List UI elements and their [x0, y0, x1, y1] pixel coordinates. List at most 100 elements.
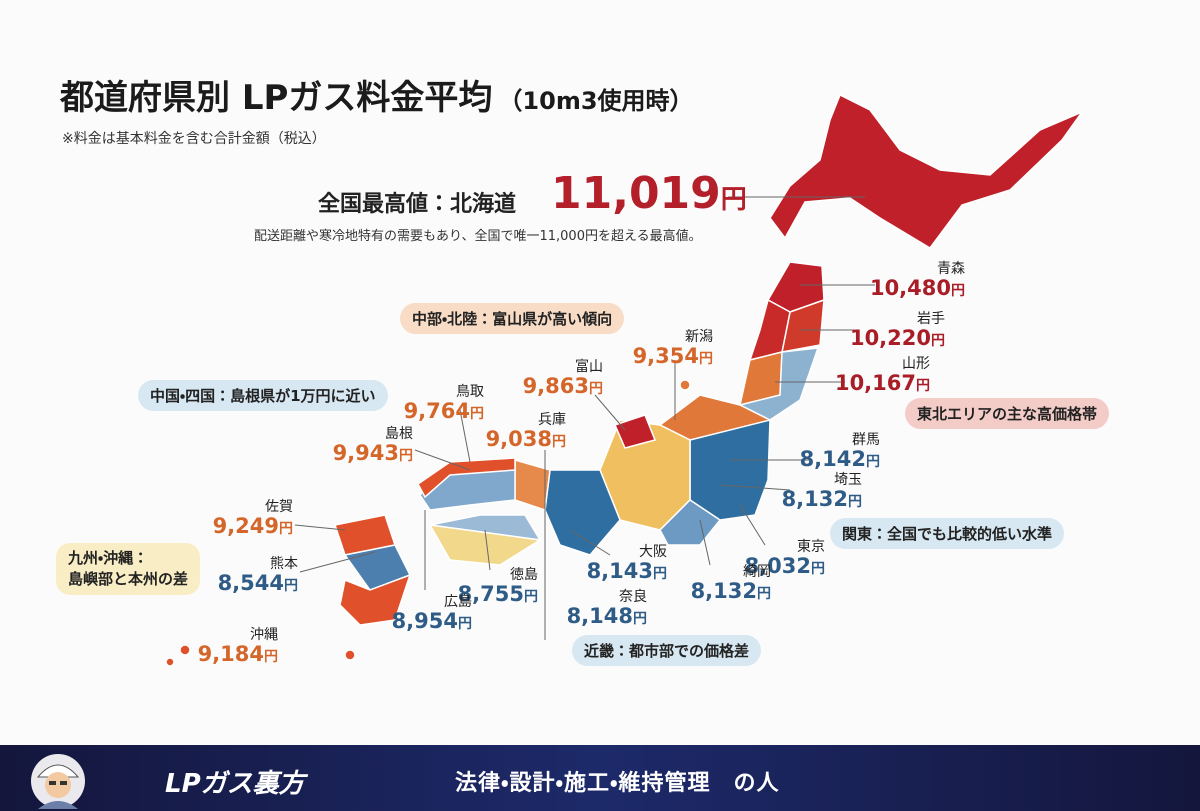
callout: 中国・四国：島根県が1万円に近い [138, 380, 388, 411]
callout: 関東：全国でも比較的低い水準 [830, 518, 1065, 549]
prefecture-label: 大阪 8,143円 [587, 545, 667, 582]
callout: 東北エリアの主な高価格帯 [905, 398, 1110, 429]
leader-line [414, 449, 471, 471]
leader-line [459, 409, 471, 463]
prefecture-name: 広島 [444, 594, 472, 610]
price-unit: 円 [848, 493, 862, 510]
prefecture-label: 徳島 8,755円 [458, 568, 538, 605]
prefecture-price: 8,143 [586, 558, 653, 583]
price-unit: 円 [399, 447, 413, 464]
highlight-note: 配送距離や寒冷地特有の需要もあり、全国で唯一11,000円を超える最高値。 [254, 229, 702, 244]
prefecture-name: 富山 [575, 359, 603, 375]
prefecture-price: 9,184 [197, 641, 264, 666]
price-unit: 円 [931, 332, 945, 349]
footer: LPガス裏方 法律・設計・施工・維持管理 の人 [0, 745, 1200, 811]
callout-line: 九州・沖縄： [68, 549, 149, 567]
leader-line [739, 504, 766, 546]
tagline: 法律・設計・施工・維持管理 の人 [455, 771, 780, 796]
prefecture-price: 8,954 [391, 608, 458, 633]
leader-line [484, 529, 491, 571]
price-unit: 円 [279, 520, 293, 537]
prefecture-price: 9,354 [632, 343, 699, 368]
prefecture-price: 9,764 [403, 398, 470, 423]
prefecture-label: 沖縄 9,184円 [198, 628, 278, 665]
prefecture-price: 10,167 [834, 370, 916, 395]
price: 11,019 [551, 168, 721, 219]
prefecture-label: 綺岡 8,132円 [691, 565, 771, 602]
subtitle: ※料金は基本料金を含む合計金額（税込） [62, 131, 326, 147]
prefecture-label: 広島 8,954円 [392, 595, 472, 632]
prefecture-price: 8,142 [799, 446, 866, 471]
title-note: （10m3使用時） [498, 87, 694, 115]
prefecture-label: 奈良 8,148円 [567, 590, 647, 627]
prefecture-label: 埼玉 8,132円 [782, 473, 862, 510]
prefecture-name: 群馬 [852, 432, 880, 448]
price-unit: 円 [470, 405, 484, 422]
leader-line [294, 524, 346, 531]
leader-line [719, 484, 791, 491]
prefecture-name: 岩手 [917, 311, 945, 327]
leader-line [699, 519, 711, 566]
price-unit: 円 [916, 377, 930, 394]
title: 都道府県別 LPガス料金平均 （10m3使用時） [60, 70, 694, 119]
prefecture-name: 埼玉 [834, 472, 862, 488]
leader-line [569, 529, 611, 556]
leader-lines [294, 196, 875, 640]
prefecture-label: 熊本 8,544円 [218, 557, 298, 594]
price-unit: 円 [589, 380, 603, 397]
prefecture-label: 岩手 10,220円 [850, 312, 945, 349]
prefecture-name: 鳥取 [456, 384, 484, 400]
japan-map [165, 93, 1085, 667]
prefecture-price: 9,249 [212, 513, 279, 538]
prefecture-name: 東京 [797, 539, 825, 555]
prefecture-name: 徳島 [510, 567, 538, 583]
price-unit: 円 [951, 282, 965, 299]
prefecture-price: 10,220 [849, 325, 931, 350]
prefecture-label: 鳥取 9,764円 [404, 385, 484, 422]
prefecture-label: 佐賀 9,249円 [213, 500, 293, 537]
leader-line [594, 394, 626, 431]
brand: LPガス裏方 [165, 769, 305, 799]
prefecture-name: 山形 [902, 356, 930, 372]
prefecture-price: 8,032 [744, 553, 811, 578]
avatar [31, 754, 85, 809]
callout: 九州・沖縄： 島嶼部と本州の差 [56, 543, 201, 595]
price-unit: 円 [264, 648, 278, 665]
prefecture-label: 青森 10,480円 [870, 262, 965, 299]
callout: 近畿：都市部での価格差 [572, 635, 762, 666]
okinawa-island [165, 657, 175, 667]
shizuoka [659, 499, 722, 546]
highlight-price: 11,019円 [551, 168, 747, 219]
prefecture-name: 新潟 [685, 329, 713, 345]
prefecture-price: 8,132 [781, 486, 848, 511]
price-unit: 円 [284, 577, 298, 594]
prefecture-label: 群馬 8,142円 [800, 433, 880, 470]
prefecture-name: 島根 [385, 426, 413, 442]
prefecture-price: 9,038 [485, 426, 552, 451]
prefecture-name: 熊本 [270, 556, 298, 572]
prefecture-name: 青森 [937, 261, 965, 277]
callout-line: 島嶼部と本州の差 [68, 570, 189, 588]
price-unit: 円 [811, 560, 825, 577]
prefecture-label: 東京 8,032円 [745, 540, 825, 577]
price-unit: 円 [552, 433, 566, 450]
toyama [613, 414, 657, 449]
okinawa-island [179, 644, 191, 656]
prefecture-name: 綺岡 [743, 564, 771, 580]
price-unit: 円 [458, 615, 472, 632]
price-unit: 円 [757, 585, 771, 602]
prefecture-price: 8,148 [566, 603, 633, 628]
hokkaido [769, 93, 1085, 249]
prefecture-name: 奈良 [619, 589, 647, 605]
prefecture-price: 10,480 [869, 275, 951, 300]
prefecture-name: 沖縄 [250, 627, 278, 643]
price-unit: 円 [699, 350, 713, 367]
shikoku [428, 524, 543, 566]
prefecture-label: 山形 10,167円 [835, 357, 930, 394]
price-unit: 円 [866, 453, 880, 470]
prefecture-name: 佐賀 [265, 499, 293, 515]
prefecture-label: 富山 9,863円 [523, 360, 603, 397]
unit: 円 [720, 185, 747, 215]
prefecture-label: 新潟 9,354円 [633, 330, 713, 367]
